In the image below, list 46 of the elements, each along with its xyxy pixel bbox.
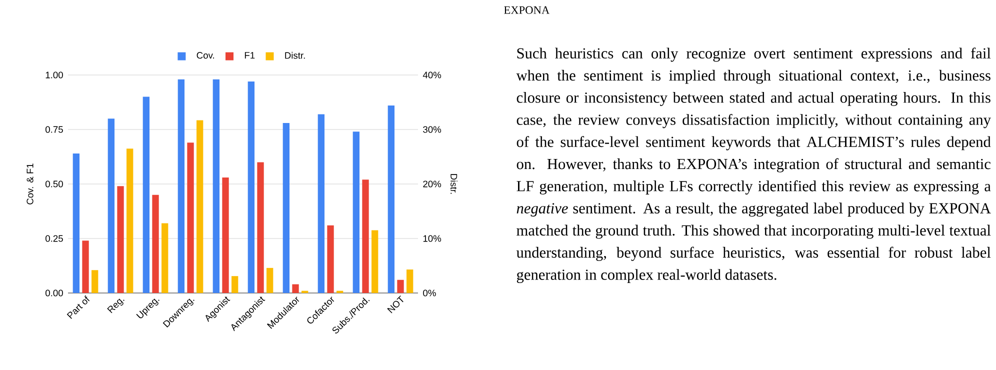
y-tick-label: 0.50 xyxy=(45,180,63,188)
y-tick-label: 1.00 xyxy=(46,72,63,78)
y-tick-label: 0.00 xyxy=(45,290,63,296)
bar xyxy=(142,96,150,293)
bar xyxy=(257,162,264,293)
y2-tick-label: 20% xyxy=(423,180,442,188)
bar xyxy=(282,122,290,293)
bar xyxy=(212,79,220,293)
bar xyxy=(406,270,414,293)
bar xyxy=(232,276,238,293)
legend-label: F1 xyxy=(244,52,255,59)
bar xyxy=(82,240,89,293)
y2-tick-label: 10% xyxy=(423,235,442,242)
bar xyxy=(248,82,255,293)
bar xyxy=(196,120,204,293)
bar xyxy=(108,118,115,293)
y2-tick-label: 40% xyxy=(422,72,442,78)
y2-tick-label: 0% xyxy=(423,290,436,296)
bar xyxy=(292,284,299,293)
y-tick-label: 0.25 xyxy=(45,235,63,242)
y-tick-label: 0.75 xyxy=(45,126,63,133)
bar xyxy=(327,225,334,293)
y-axis-title: Cov. & F1 xyxy=(26,164,34,204)
bar xyxy=(352,132,360,293)
y2-tick-label: 30% xyxy=(423,126,442,133)
bar xyxy=(117,186,124,293)
legend-label: Cov. xyxy=(196,52,214,59)
bar xyxy=(318,114,325,293)
text: EXPONA xyxy=(504,6,550,14)
bar xyxy=(92,270,98,293)
text: Such heuristics can only recognize overt sentiment expressions and fail when the sentiment is implied through situational context, i.e., business closure or inconsistency between stated and actual operating hours. In this case, the review conveys dissatisfaction implicitly, without containing any of the surface-level sentiment keywords that ALCHEMIST’s rules depend on. However, thanks to EXPONA’s integration of structural and semantic LF generation, multiple LFs correctly identified this review as expressing a negative sentiment. As a result, the aggregated label produced by EXPONA matched the ground truth. This showed that incorporating multi-level textual understanding, beyond surface heuristics, was essential for robust label generation in complex real-world datasets. xyxy=(516,48,991,284)
bar xyxy=(178,79,185,293)
bar xyxy=(222,177,229,293)
bar xyxy=(187,142,194,293)
legend-label: Distr. xyxy=(285,52,305,59)
bar xyxy=(397,280,404,293)
bar xyxy=(388,106,394,293)
bar xyxy=(362,180,369,293)
x-tick-label: Reg. xyxy=(107,298,124,314)
bar xyxy=(162,223,168,293)
bar xyxy=(266,268,274,293)
bar xyxy=(152,194,159,293)
y2-axis-title: Distr. xyxy=(450,174,458,194)
bar xyxy=(72,153,80,293)
bar xyxy=(372,230,378,293)
bar xyxy=(126,148,134,293)
